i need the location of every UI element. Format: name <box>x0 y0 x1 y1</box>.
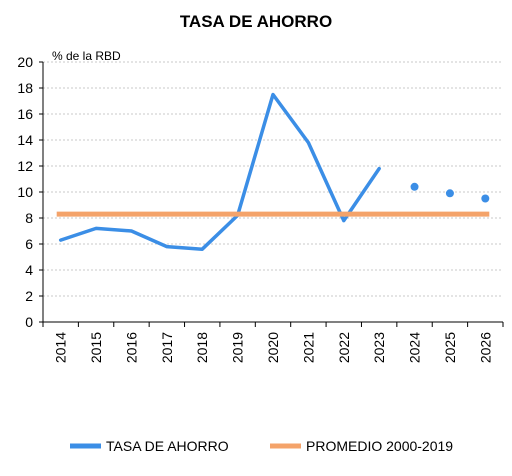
x-tick-label-2015: 2015 <box>88 332 104 363</box>
y-tick-label-16: 16 <box>17 106 33 122</box>
x-tick-label-2014: 2014 <box>53 332 69 363</box>
x-tick-label-2018: 2018 <box>194 332 210 363</box>
x-tick-label-2019: 2019 <box>230 332 246 363</box>
x-tick-label-2026: 2026 <box>477 332 493 363</box>
x-tick-label-2022: 2022 <box>336 332 352 363</box>
y-tick-label-6: 6 <box>25 236 33 252</box>
point-2024 <box>410 182 419 191</box>
y-tick-label-8: 8 <box>25 210 33 226</box>
legend-label-tasa-de-ahorro: TASA DE AHORRO <box>106 438 229 454</box>
x-tick-label-2021: 2021 <box>300 332 316 363</box>
x-tick-label-2020: 2020 <box>265 332 281 363</box>
grid-lines <box>43 61 503 297</box>
chart-title: TASA DE AHORRO <box>180 12 332 31</box>
x-tick-label-2017: 2017 <box>159 332 175 363</box>
y-tick-label-18: 18 <box>17 80 33 96</box>
x-tick-label-2025: 2025 <box>442 332 458 363</box>
legend: TASA DE AHORRO PROMEDIO 2000-2019 <box>70 438 453 454</box>
x-tick-label-2016: 2016 <box>123 332 139 363</box>
y-axis-label: % de la RBD <box>52 49 121 63</box>
y-tick-label-4: 4 <box>25 262 33 278</box>
y-tick-label-10: 10 <box>17 184 33 200</box>
point-2026 <box>481 194 490 203</box>
x-tick-label-2023: 2023 <box>371 332 387 363</box>
axes: 0 2 4 6 8 10 12 14 16 18 20 2014 2015 2016 2017 2018 201… <box>17 54 504 363</box>
series-layer <box>56 92 490 251</box>
y-tick-label-14: 14 <box>17 132 33 148</box>
y-tick-label-2: 2 <box>25 288 33 304</box>
point-2025 <box>445 189 454 198</box>
series-line-tasa-de-ahorro <box>58 92 381 251</box>
y-tick-label-12: 12 <box>17 158 33 174</box>
x-tick-label-2024: 2024 <box>407 332 423 363</box>
y-tick-label-20: 20 <box>17 54 33 70</box>
y-tick-label-0: 0 <box>25 314 33 330</box>
legend-label-promedio-2000-2019: PROMEDIO 2000-2019 <box>306 438 453 454</box>
